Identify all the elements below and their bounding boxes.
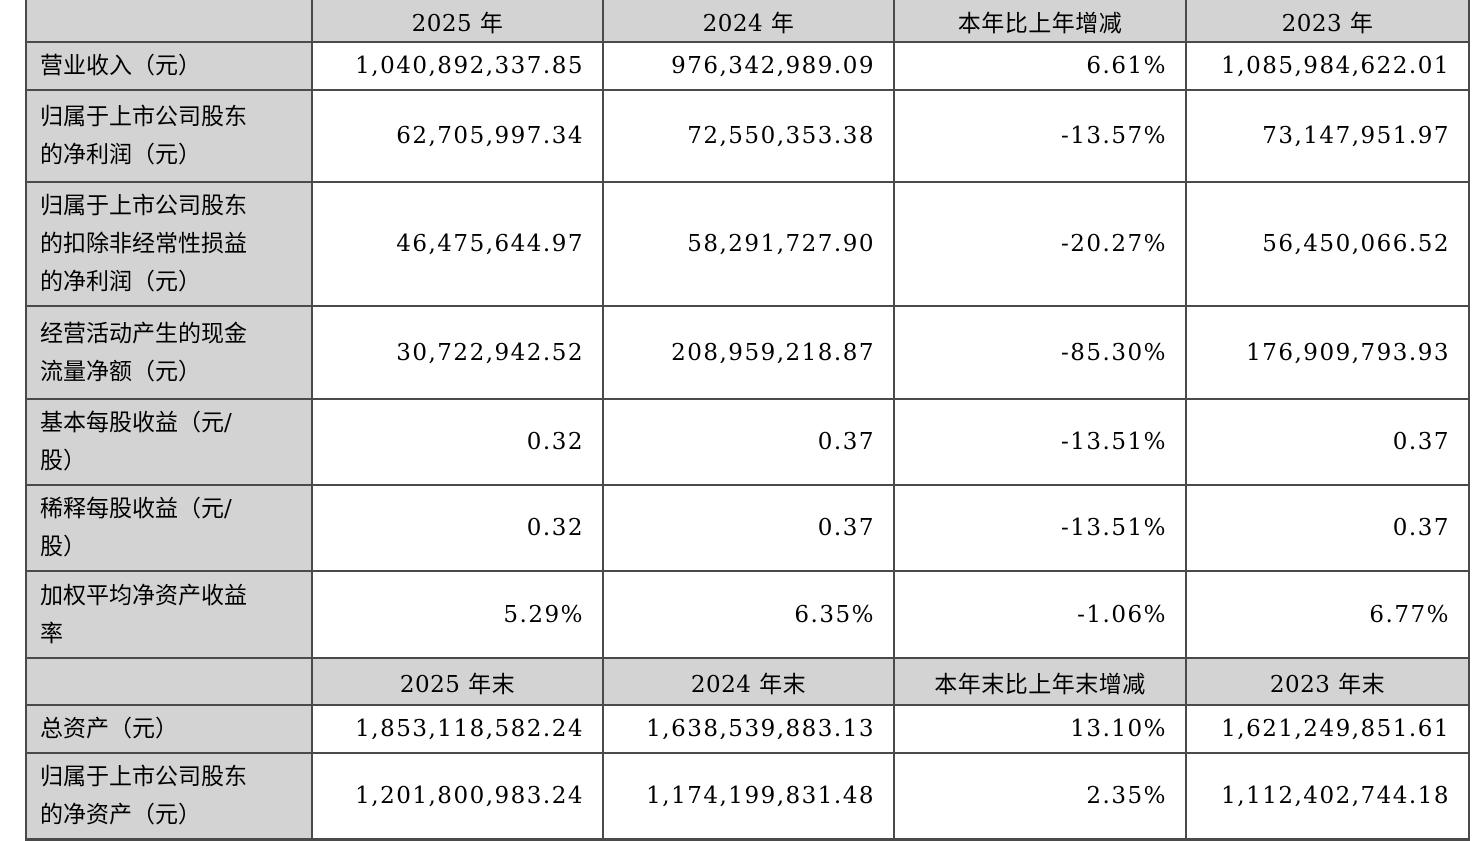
cell-2024-value: 1,174,199,831.48 bbox=[602, 752, 895, 841]
row-label: 稀释每股收益（元/ 股） bbox=[25, 484, 313, 572]
col-header-2023-end: 2023 年末 bbox=[1185, 657, 1470, 706]
col-header-2025: 2025 年 bbox=[311, 0, 604, 43]
row-label: 营业收入（元） bbox=[25, 41, 313, 91]
table-row-net-profit: 归属于上市公司股东 的净利润（元） 62,705,997.34 72,550,3… bbox=[25, 89, 1470, 183]
cell-2024-value: 0.37 bbox=[602, 398, 895, 486]
col-header-end-change: 本年末比上年末增减 bbox=[893, 657, 1187, 706]
cell-change-value: -13.51% bbox=[893, 484, 1187, 572]
row-label: 总资产（元） bbox=[25, 704, 313, 754]
corner-blank-cell bbox=[25, 0, 313, 43]
cell-2023-value: 0.37 bbox=[1185, 398, 1470, 486]
table-row-total-assets: 总资产（元） 1,853,118,582.24 1,638,539,883.13… bbox=[25, 704, 1470, 754]
cell-change-value: -13.57% bbox=[893, 89, 1187, 183]
cell-2023-value: 176,909,793.93 bbox=[1185, 305, 1470, 400]
col-header-yoy-change: 本年比上年增减 bbox=[893, 0, 1187, 43]
table-row-net-profit-excl-nonrecurring: 归属于上市公司股东 的扣除非经常性损益 的净利润（元） 46,475,644.9… bbox=[25, 181, 1470, 307]
row-label: 归属于上市公司股东 的净资产（元） bbox=[25, 752, 313, 841]
row-label: 加权平均净资产收益 率 bbox=[25, 570, 313, 659]
cell-2025-value: 0.32 bbox=[311, 398, 604, 486]
cell-2023-value: 6.77% bbox=[1185, 570, 1470, 659]
cell-2025-value: 1,201,800,983.24 bbox=[311, 752, 604, 841]
row-label: 基本每股收益（元/ 股） bbox=[25, 398, 313, 486]
cell-2025-value: 5.29% bbox=[311, 570, 604, 659]
cell-2025-value: 1,853,118,582.24 bbox=[311, 704, 604, 754]
cell-2024-value: 0.37 bbox=[602, 484, 895, 572]
col-header-2024-end: 2024 年末 bbox=[602, 657, 895, 706]
col-header-2024: 2024 年 bbox=[602, 0, 895, 43]
cell-2024-value: 58,291,727.90 bbox=[602, 181, 895, 307]
table-row-weighted-avg-roe: 加权平均净资产收益 率 5.29% 6.35% -1.06% 6.77% bbox=[25, 570, 1470, 659]
cell-2025-value: 46,475,644.97 bbox=[311, 181, 604, 307]
cell-change-value: 13.10% bbox=[893, 704, 1187, 754]
cell-2025-value: 1,040,892,337.85 bbox=[311, 41, 604, 91]
cell-2024-value: 976,342,989.09 bbox=[602, 41, 895, 91]
cell-2023-value: 0.37 bbox=[1185, 484, 1470, 572]
corner-blank-cell bbox=[25, 657, 313, 706]
cell-2023-value: 56,450,066.52 bbox=[1185, 181, 1470, 307]
cell-change-value: -13.51% bbox=[893, 398, 1187, 486]
table-row-operating-cash-flow: 经营活动产生的现金 流量净额（元） 30,722,942.52 208,959,… bbox=[25, 305, 1470, 400]
cell-2025-value: 62,705,997.34 bbox=[311, 89, 604, 183]
table-row-operating-revenue: 营业收入（元） 1,040,892,337.85 976,342,989.09 … bbox=[25, 41, 1470, 91]
row-label: 经营活动产生的现金 流量净额（元） bbox=[25, 305, 313, 400]
cell-2023-value: 1,085,984,622.01 bbox=[1185, 41, 1470, 91]
row-label: 归属于上市公司股东 的扣除非经常性损益 的净利润（元） bbox=[25, 181, 313, 307]
cell-2025-value: 0.32 bbox=[311, 484, 604, 572]
cell-2023-value: 1,112,402,744.18 bbox=[1185, 752, 1470, 841]
cell-2024-value: 72,550,353.38 bbox=[602, 89, 895, 183]
col-header-2023: 2023 年 bbox=[1185, 0, 1470, 43]
row-label: 归属于上市公司股东 的净利润（元） bbox=[25, 89, 313, 183]
cell-2023-value: 1,621,249,851.61 bbox=[1185, 704, 1470, 754]
cell-2025-value: 30,722,942.52 bbox=[311, 305, 604, 400]
cell-change-value: -20.27% bbox=[893, 181, 1187, 307]
table-row-basic-eps: 基本每股收益（元/ 股） 0.32 0.37 -13.51% 0.37 bbox=[25, 398, 1470, 486]
cell-2024-value: 1,638,539,883.13 bbox=[602, 704, 895, 754]
cell-change-value: -1.06% bbox=[893, 570, 1187, 659]
cell-change-value: 6.61% bbox=[893, 41, 1187, 91]
col-header-2025-end: 2025 年末 bbox=[311, 657, 604, 706]
cell-2024-value: 6.35% bbox=[602, 570, 895, 659]
endpoint-header-row: 2025 年末 2024 年末 本年末比上年末增减 2023 年末 bbox=[25, 657, 1470, 706]
cell-2024-value: 208,959,218.87 bbox=[602, 305, 895, 400]
cell-change-value: 2.35% bbox=[893, 752, 1187, 841]
table-row-net-assets: 归属于上市公司股东 的净资产（元） 1,201,800,983.24 1,174… bbox=[25, 752, 1470, 841]
table-row-diluted-eps: 稀释每股收益（元/ 股） 0.32 0.37 -13.51% 0.37 bbox=[25, 484, 1470, 572]
period-header-row: 2025 年 2024 年 本年比上年增减 2023 年 bbox=[25, 0, 1470, 43]
financial-summary-table: 2025 年 2024 年 本年比上年增减 2023 年 营业收入（元） 1,0… bbox=[25, 0, 1470, 841]
cell-2023-value: 73,147,951.97 bbox=[1185, 89, 1470, 183]
cell-change-value: -85.30% bbox=[893, 305, 1187, 400]
